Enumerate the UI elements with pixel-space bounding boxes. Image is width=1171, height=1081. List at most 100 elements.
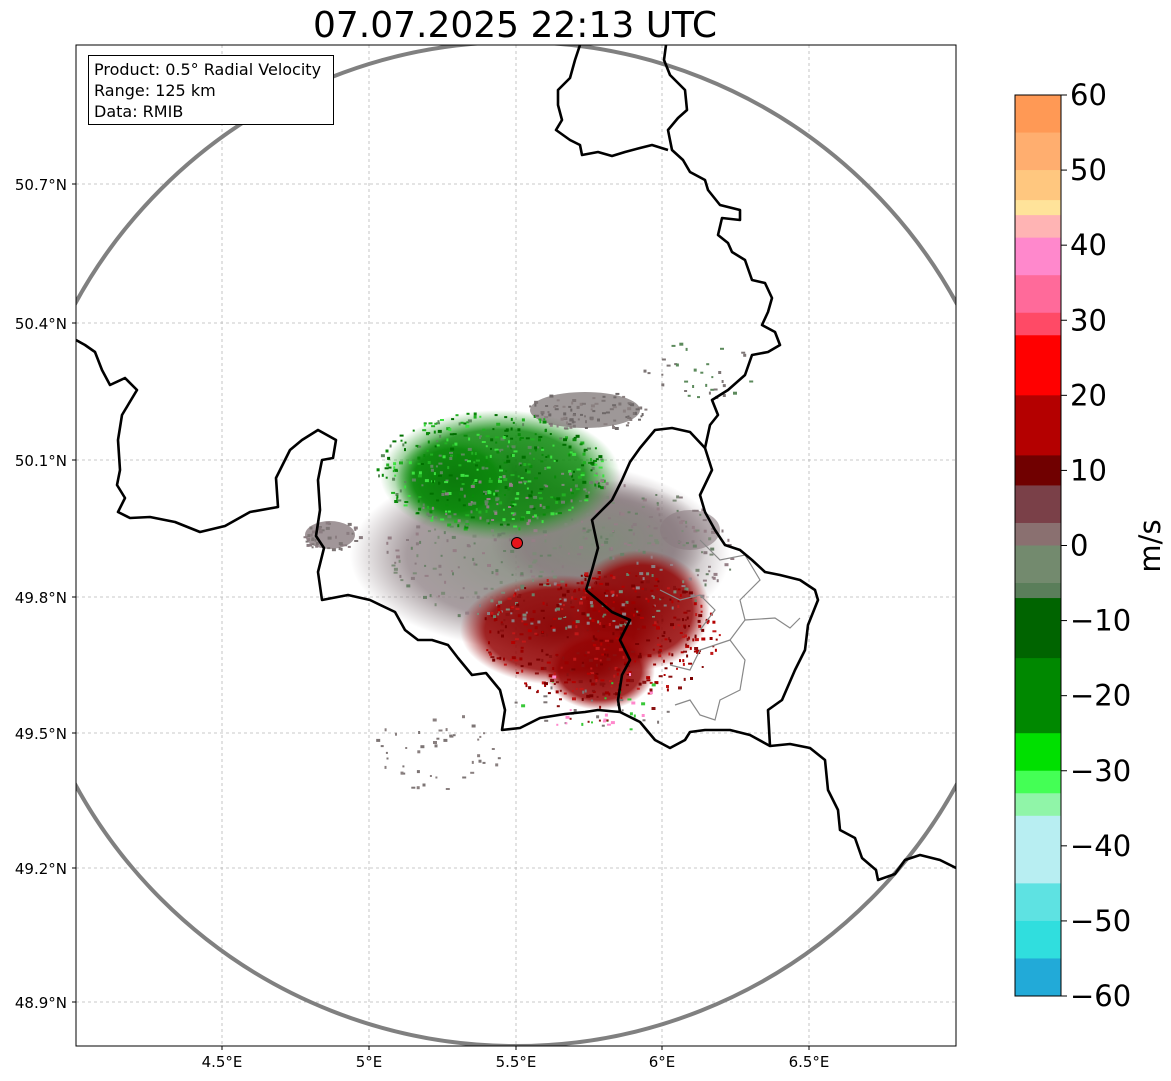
echo-pixel — [649, 681, 653, 684]
echo-pixel — [311, 537, 315, 540]
echo-pixel — [559, 599, 562, 602]
echo-pixel — [721, 529, 724, 533]
echo-pixel — [593, 460, 597, 462]
echo-pixel — [460, 473, 465, 477]
echo-pixel — [531, 539, 536, 543]
echo-pixel — [628, 572, 631, 575]
echo-pixel — [580, 598, 583, 600]
colorbar-band — [1015, 815, 1061, 884]
echo-pixel — [309, 526, 313, 530]
echo-pixel — [459, 596, 464, 599]
echo-pixel — [485, 509, 488, 513]
echo-pixel — [606, 653, 609, 657]
echo-pixel — [602, 624, 606, 628]
echo-pixel — [666, 710, 670, 713]
echo-pixel — [494, 489, 499, 492]
echo-pixel — [722, 384, 726, 388]
echo-pixel — [741, 351, 746, 354]
echo-pixel — [611, 594, 614, 597]
echo-pixel — [574, 484, 578, 488]
echo-pixel — [609, 408, 614, 411]
echo-pixel — [600, 479, 604, 481]
echo-pixel — [586, 596, 589, 600]
echo-pixel — [428, 514, 433, 517]
echo-pixel — [658, 513, 661, 517]
echo-pixel — [554, 497, 558, 500]
echo-pixel — [546, 466, 551, 469]
echo-pixel — [502, 475, 506, 479]
echo-pixel — [347, 545, 351, 548]
echo-pixel — [536, 516, 539, 520]
echo-pixel — [582, 529, 587, 532]
lat-tick-label: 49.2°N — [15, 860, 67, 878]
echo-pixel — [498, 600, 503, 604]
echo-pixel — [549, 394, 554, 398]
echo-pixel — [395, 549, 400, 552]
colorbar-band — [1015, 770, 1061, 794]
echo-pixel — [575, 434, 580, 438]
echo-pixel — [604, 589, 609, 592]
echo-pixel — [688, 662, 693, 665]
echo-pixel — [681, 585, 686, 588]
echo-pixel — [603, 648, 606, 651]
echo-pixel — [307, 534, 311, 538]
product-info-box: Product: 0.5° Radial Velocity Range: 125… — [88, 55, 334, 125]
echo-pixel — [640, 415, 643, 418]
echo-pixel — [594, 483, 597, 487]
echo-pixel — [630, 679, 634, 683]
echo-pixel — [321, 529, 325, 532]
echo-pixel — [552, 667, 555, 670]
echo-pixel — [568, 445, 572, 449]
echo-pixel — [442, 455, 446, 459]
echo-pixel — [693, 368, 697, 372]
echo-pixel — [589, 601, 593, 605]
echo-pixel — [711, 527, 715, 530]
echo-pixel — [490, 587, 494, 590]
colorbar-band — [1015, 215, 1061, 239]
echo-pixel — [688, 625, 690, 628]
echo-pixel — [604, 691, 609, 695]
echo-pixel — [491, 571, 494, 575]
echo-pixel — [499, 469, 503, 472]
echo-pixel — [511, 641, 516, 644]
source-line: Data: RMIB — [94, 102, 184, 121]
echo-pixel — [532, 515, 535, 518]
colorbar-band — [1015, 485, 1061, 524]
echo-pixel — [595, 458, 599, 461]
echo-pixel — [684, 380, 689, 383]
echo-pixel — [591, 689, 595, 692]
echo-pixel — [546, 661, 551, 664]
echo-pixel — [651, 574, 654, 577]
echo-pixel — [510, 658, 513, 661]
echo-pixel — [571, 596, 574, 600]
echo-pixel — [556, 424, 559, 428]
echo-pixel — [380, 454, 385, 458]
echo-pixel — [484, 492, 487, 495]
echo-pixel — [499, 656, 502, 660]
colorbar-tick-label: −50 — [1070, 904, 1131, 938]
echo-pixel — [625, 621, 629, 624]
echo-pixel — [453, 513, 457, 516]
echo-pixel — [721, 380, 724, 383]
echo-pixel — [653, 585, 658, 587]
echo-pixel — [648, 516, 653, 518]
echo-pixel — [571, 689, 574, 692]
echo-pixel — [422, 783, 426, 787]
echo-pixel — [658, 654, 662, 658]
echo-pixel — [580, 474, 585, 477]
echo-pixel — [671, 653, 674, 657]
echo-pixel — [492, 658, 496, 662]
echo-pixel — [511, 573, 514, 576]
echo-pixel — [711, 530, 716, 534]
echo-pixel — [592, 410, 596, 413]
echo-pixel — [605, 594, 609, 597]
echo-pixel — [496, 503, 499, 506]
echo-pixel — [509, 534, 513, 537]
echo-pixel — [584, 572, 589, 576]
echo-pixel — [466, 421, 470, 424]
echo-pixel — [325, 521, 330, 525]
echo-pixel — [659, 645, 663, 648]
echo-pixel — [612, 426, 616, 429]
echo-pixel — [412, 429, 415, 432]
echo-pixel — [529, 465, 533, 468]
